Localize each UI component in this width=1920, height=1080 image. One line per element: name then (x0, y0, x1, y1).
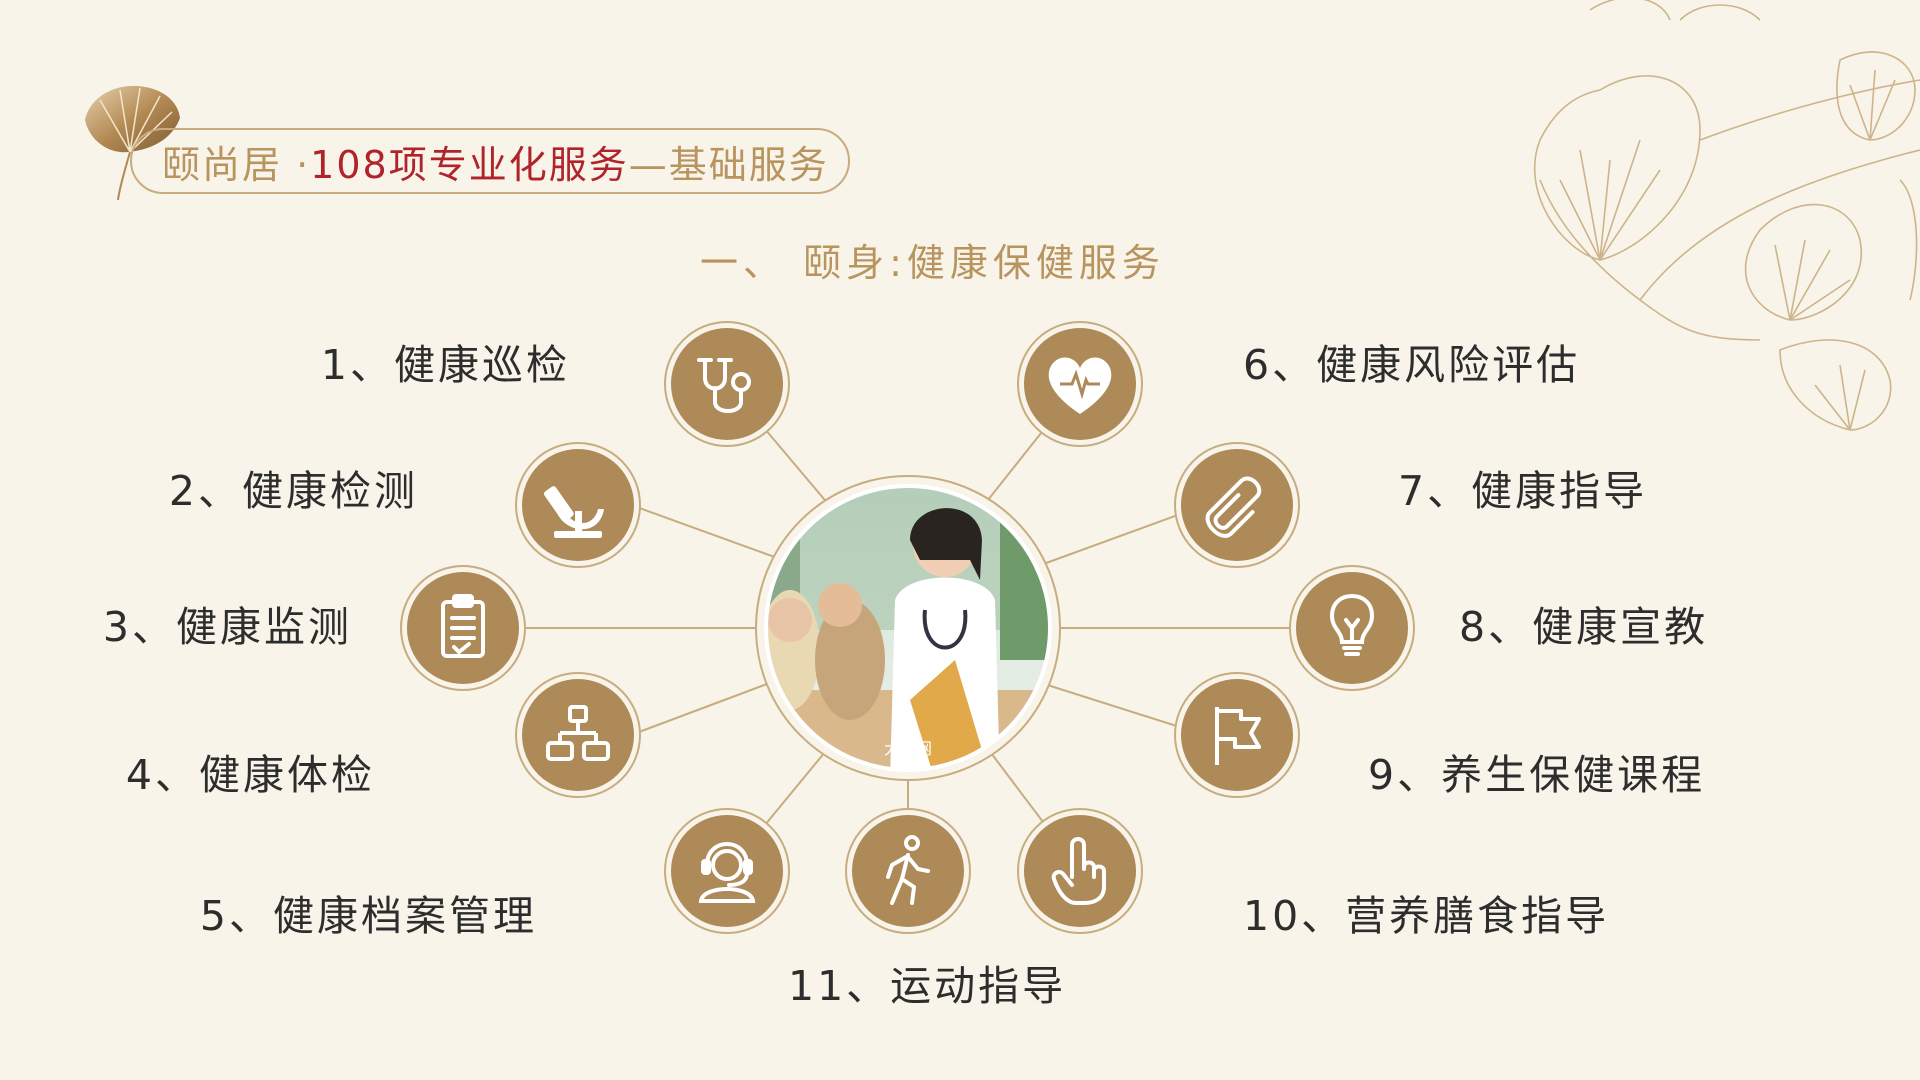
service-label-7[interactable]: 7、健康指导 (1398, 467, 1648, 515)
service-node-9[interactable] (1174, 672, 1300, 798)
heart-pulse-icon (1048, 357, 1112, 414)
service-label-3[interactable]: 3、健康监测 (102, 603, 352, 651)
clipboard-icon (441, 594, 485, 658)
microscope-icon (543, 486, 604, 538)
service-node-4[interactable] (515, 672, 641, 798)
service-node-6[interactable] (1017, 321, 1143, 447)
title-suffix: —基础服务 (628, 142, 829, 187)
walking-person-icon (886, 835, 930, 905)
service-label-8[interactable]: 8、健康宣教 (1459, 603, 1709, 651)
photo-watermark: 大图网 (884, 739, 932, 758)
service-node-7[interactable] (1174, 442, 1300, 568)
service-node-8[interactable] (1289, 565, 1415, 691)
service-node-11[interactable] (845, 808, 971, 934)
paperclip-icon (1205, 476, 1262, 538)
stethoscope-icon (697, 358, 751, 413)
service-label-10[interactable]: 10、营养膳食指导 (1243, 892, 1610, 940)
service-node-1[interactable] (664, 321, 790, 447)
title-main: 108项专业化服务 (310, 142, 629, 187)
service-label-1[interactable]: 1、健康巡检 (320, 341, 570, 389)
service-label-6[interactable]: 6、健康风险评估 (1243, 341, 1581, 389)
center-photo: 大图网 (755, 475, 1061, 781)
connector-line-2 (630, 504, 784, 561)
service-label-2[interactable]: 2、健康检测 (168, 467, 418, 515)
lightbulb-icon (1329, 593, 1375, 656)
pointing-hand-icon (1051, 837, 1106, 905)
service-label-5[interactable]: 5、健康档案管理 (199, 892, 537, 940)
service-nodes (400, 321, 1415, 934)
service-node-10[interactable] (1017, 808, 1143, 934)
title-brand: 颐尚居 · (162, 142, 311, 187)
service-node-3[interactable] (400, 565, 526, 691)
connector-line-4 (630, 677, 784, 736)
service-label-9[interactable]: 9、养生保健课程 (1368, 751, 1706, 799)
flowchart-icon (546, 705, 610, 761)
section-title: 一、 颐身:健康保健服务 (700, 241, 1165, 285)
service-label-4[interactable]: 4、健康体检 (125, 751, 375, 799)
ginkgo-decoration-icon (1534, 0, 1920, 431)
service-label-11[interactable]: 11、运动指导 (788, 962, 1067, 1010)
page-title: 颐尚居 · 108项专业化服务 —基础服务 (130, 128, 850, 194)
service-node-2[interactable] (515, 442, 641, 568)
service-node-5[interactable] (664, 808, 790, 934)
headset-person-icon (698, 842, 756, 903)
flag-icon (1215, 707, 1261, 765)
